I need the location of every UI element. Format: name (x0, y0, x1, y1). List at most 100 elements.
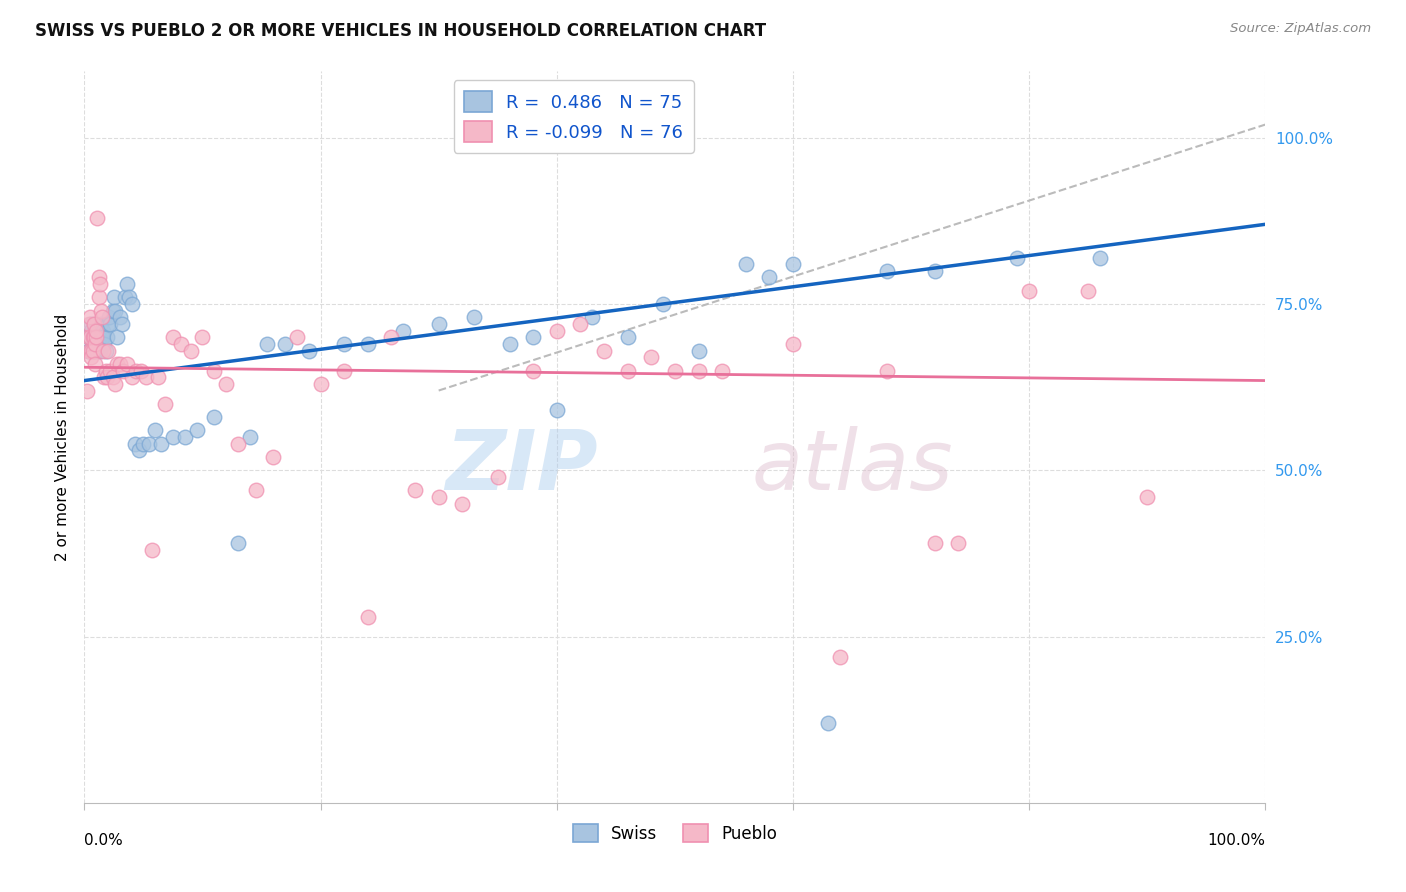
Point (107, 330, 129, 344)
Point (94, 363, 117, 377)
Point (108, 310, 131, 325)
Point (87, 290, 110, 304)
Point (191, 330, 214, 344)
Point (84, 317, 107, 331)
Point (688, 363, 710, 377)
Point (202, 363, 225, 377)
Point (924, 536, 946, 550)
Text: ZIP: ZIP (446, 425, 598, 507)
Point (392, 324, 415, 338)
Point (640, 351, 662, 365)
Point (876, 363, 898, 377)
Point (108, 357, 131, 371)
Point (104, 376, 127, 391)
Point (180, 343, 202, 358)
Point (162, 430, 184, 444)
Point (135, 370, 157, 384)
Point (782, 337, 804, 351)
Point (652, 297, 675, 311)
Text: Source: ZipAtlas.com: Source: ZipAtlas.com (1230, 22, 1371, 36)
Point (79, 330, 101, 344)
Point (82, 343, 104, 358)
Point (80, 324, 103, 338)
Point (153, 397, 176, 411)
Point (817, 716, 839, 731)
Point (734, 257, 756, 271)
Point (76, 384, 98, 398)
Point (664, 363, 686, 377)
Point (91, 343, 114, 358)
Point (77, 317, 100, 331)
Point (463, 310, 485, 325)
Point (89, 277, 111, 292)
Point (1018, 284, 1040, 298)
Point (114, 290, 136, 304)
Point (98, 317, 121, 331)
Point (170, 337, 193, 351)
Point (1077, 284, 1099, 298)
Point (93, 337, 115, 351)
Point (486, 470, 509, 484)
Point (98, 363, 121, 377)
Point (77, 343, 100, 358)
Point (112, 363, 135, 377)
Point (262, 450, 284, 464)
Point (129, 363, 152, 377)
Point (357, 337, 380, 351)
Point (309, 376, 332, 391)
Point (569, 317, 592, 331)
Point (121, 370, 143, 384)
Point (115, 277, 138, 292)
Point (89, 330, 111, 344)
Point (84, 337, 107, 351)
Point (1007, 251, 1029, 265)
Point (186, 424, 208, 438)
Point (274, 337, 297, 351)
Point (84, 330, 107, 344)
Point (91, 324, 114, 338)
Point (79, 330, 101, 344)
Point (215, 376, 238, 391)
Point (830, 649, 852, 664)
Point (173, 430, 195, 444)
Point (404, 483, 426, 498)
Point (97, 317, 120, 331)
Point (96, 370, 118, 384)
Point (104, 303, 127, 318)
Text: 0.0%: 0.0% (84, 833, 124, 848)
Point (522, 330, 544, 344)
Point (688, 343, 710, 358)
Point (83, 317, 105, 331)
Point (132, 436, 155, 450)
Text: atlas: atlas (752, 425, 953, 507)
Point (83, 343, 105, 358)
Point (86, 343, 108, 358)
Point (80, 351, 103, 365)
Point (782, 257, 804, 271)
Point (357, 609, 380, 624)
Point (138, 436, 160, 450)
Text: 100.0%: 100.0% (1208, 833, 1265, 848)
Point (82, 337, 104, 351)
Point (128, 443, 150, 458)
Point (79, 310, 101, 325)
Point (115, 357, 138, 371)
Point (101, 370, 124, 384)
Point (91, 330, 114, 344)
Point (93, 370, 115, 384)
Point (124, 436, 146, 450)
Point (924, 264, 946, 278)
Point (146, 370, 169, 384)
Point (876, 264, 898, 278)
Point (581, 310, 603, 325)
Point (79, 343, 101, 358)
Point (593, 343, 616, 358)
Point (285, 330, 308, 344)
Point (87, 270, 110, 285)
Point (333, 337, 356, 351)
Point (86, 330, 108, 344)
Text: SWISS VS PUEBLO 2 OR MORE VEHICLES IN HOUSEHOLD CORRELATION CHART: SWISS VS PUEBLO 2 OR MORE VEHICLES IN HO… (35, 22, 766, 40)
Point (77, 330, 100, 344)
Point (245, 483, 267, 498)
Point (1088, 251, 1111, 265)
